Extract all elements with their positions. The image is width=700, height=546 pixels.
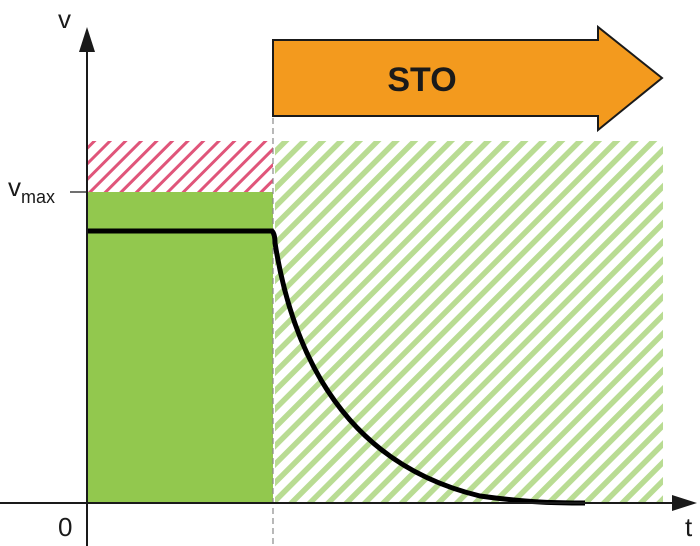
origin-label: 0 — [58, 512, 72, 542]
overspeed-hatched-region — [87, 141, 273, 192]
y-axis-label: v — [58, 4, 71, 34]
permitted-speed-region — [87, 192, 273, 503]
vmax-symbol: v — [8, 172, 21, 202]
x-axis-label: t — [685, 512, 693, 542]
y-axis-arrowhead — [79, 27, 95, 52]
sto-arrow — [272, 24, 664, 133]
speed-curve — [87, 228, 586, 506]
sto-hatched-region — [275, 141, 663, 503]
sto-label: STO — [387, 61, 456, 99]
vmax-label: vmax — [8, 172, 55, 207]
x-axis-arrowhead — [672, 495, 697, 511]
vmax-subscript: max — [21, 187, 55, 207]
